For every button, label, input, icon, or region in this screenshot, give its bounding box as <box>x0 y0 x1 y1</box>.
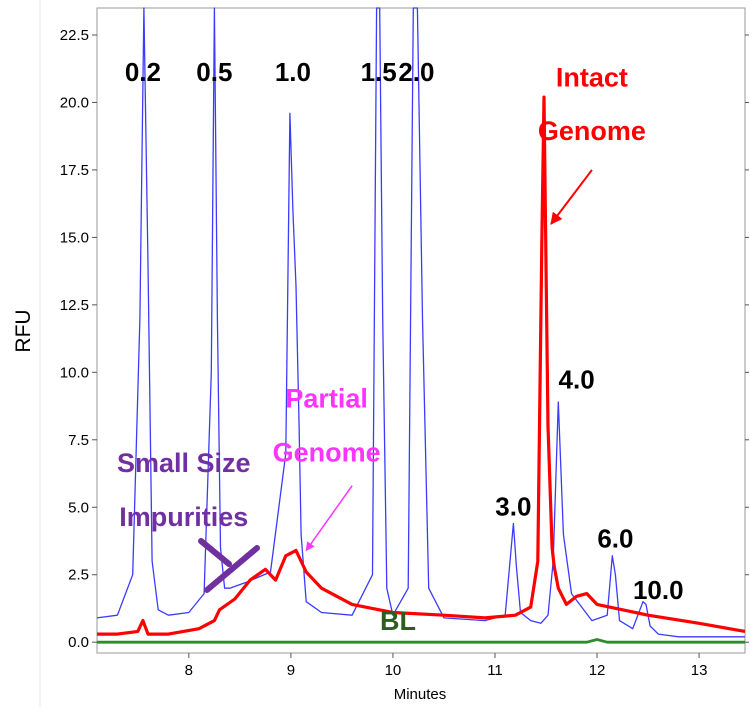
partial-genome-arrow <box>305 485 353 552</box>
annotation-label: 10.0 <box>633 575 684 605</box>
y-axis: 0.0 2.5 5.0 7.5 10.0 12.5 15.0 17.5 20.0 22.5 <box>60 27 749 651</box>
annotation-label: Impurities <box>119 502 248 532</box>
plot-frame <box>96 7 746 654</box>
y-tick-label: 17.5 <box>60 162 89 179</box>
x-tick-label: 13 <box>691 662 708 679</box>
annotation-label: Genome <box>273 437 381 467</box>
annotation-label: Intact <box>556 62 628 92</box>
series-layer <box>96 7 746 644</box>
annotation-label: 3.0 <box>495 491 531 521</box>
y-axis-label: RFU <box>12 309 35 352</box>
series-line-ladder <box>96 7 745 638</box>
y-tick-label: 10.0 <box>60 364 89 381</box>
annotation-label: 4.0 <box>559 365 595 395</box>
y-tick-label: 12.5 <box>60 297 89 314</box>
x-tick-label: 9 <box>287 662 295 679</box>
annotation-label: 6.0 <box>597 524 633 554</box>
x-tick-label: 12 <box>589 662 606 679</box>
annotation-layer: 0.2 0.5 1.0 1.5 2.0 3.0 4.0 6.010.0 Intact Genome… <box>117 57 684 636</box>
x-tick-label: 11 <box>487 662 503 679</box>
annotation-label: Partial <box>285 383 368 413</box>
arrow-layer <box>305 169 593 552</box>
annotation-label: 1.5 <box>361 57 397 87</box>
annotation-label: BL <box>380 606 416 636</box>
y-tick-label: 2.5 <box>68 567 89 584</box>
x-axis-label: Minutes <box>394 686 447 703</box>
y-tick-label: 20.0 <box>60 94 89 111</box>
annotation-label: 0.5 <box>196 57 232 87</box>
y-tick-label: 0.0 <box>68 634 89 651</box>
impurity-marker <box>198 538 260 593</box>
annotation-label: 2.0 <box>398 57 434 87</box>
x-axis: 8 9 10 11 12 13 <box>185 653 708 679</box>
annotation-label: Small Size <box>117 448 251 478</box>
annotation-label: 1.0 <box>275 57 311 87</box>
x-tick-label: 10 <box>385 662 402 679</box>
series-line-bl <box>97 638 745 644</box>
y-tick-label: 15.0 <box>60 229 89 246</box>
y-tick-label: 22.5 <box>60 27 89 44</box>
annotation-label: 0.2 <box>125 57 161 87</box>
annotation-label: Genome <box>538 116 646 146</box>
y-tick-label: 5.0 <box>68 499 89 516</box>
y-tick-label: 7.5 <box>68 432 89 449</box>
x-tick-label: 8 <box>185 662 193 679</box>
intact-genome-arrow <box>550 169 593 225</box>
series-line-sample <box>97 95 746 636</box>
